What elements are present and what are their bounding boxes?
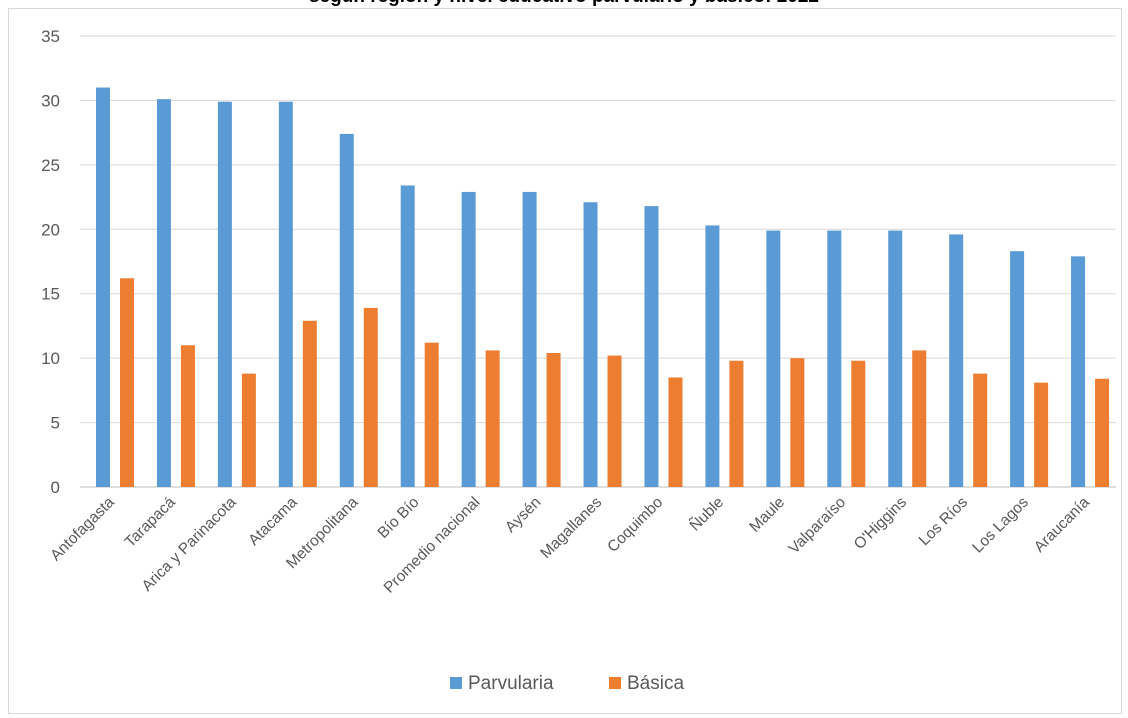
- bar-parvularia: [1071, 256, 1086, 487]
- bar-parvularia: [827, 230, 842, 487]
- bar-parvularia: [766, 230, 781, 487]
- x-tick-label: O'Higgins: [851, 494, 910, 553]
- chart-title: según región y nivel educativo parvulari…: [0, 0, 1128, 8]
- legend-swatch: [450, 677, 462, 689]
- bar-bsica: [424, 342, 439, 487]
- legend-label: Parvularia: [468, 673, 554, 694]
- x-tick-label: Tarapacá: [122, 494, 179, 551]
- bar-parvularia: [278, 101, 293, 488]
- bar-bsica: [485, 350, 500, 487]
- y-tick-label: 20: [41, 220, 60, 239]
- legend: Parvularia Básica: [450, 673, 684, 694]
- bar-bsica: [241, 373, 256, 487]
- y-axis: 0 5 10 15 20 25 30 35: [41, 27, 60, 497]
- bar-bsica: [668, 377, 683, 487]
- bar-bsica: [180, 345, 195, 487]
- bar-parvularia: [461, 191, 476, 487]
- x-tick-label: Atacama: [245, 494, 301, 550]
- x-tick-label: Los Lagos: [969, 494, 1032, 557]
- bar-bsica: [120, 278, 134, 487]
- x-tick-label: Ñuble: [687, 494, 728, 535]
- x-tick-label: Antofagasta: [47, 494, 118, 565]
- y-tick-label: 10: [41, 349, 60, 368]
- bar-bsica: [1095, 378, 1110, 487]
- y-tick-label: 15: [41, 285, 60, 304]
- y-tick-label: 30: [41, 91, 60, 110]
- bar-bsica: [790, 358, 805, 487]
- bar-bsica: [607, 355, 622, 487]
- bar-parvularia: [644, 206, 659, 487]
- x-tick-label: Bío Bío: [375, 494, 423, 542]
- x-tick-label: Los Ríos: [916, 494, 971, 549]
- bar-parvularia: [522, 191, 537, 487]
- bar-parvularia: [217, 101, 232, 488]
- gridlines: [80, 35, 1116, 488]
- legend-swatch: [609, 677, 621, 689]
- bar-parvularia: [949, 234, 964, 487]
- bar-parvularia: [339, 133, 354, 487]
- x-tick-label: Aysén: [502, 494, 544, 536]
- bar-bsica: [729, 360, 744, 487]
- x-tick-label: Araucanía: [1031, 494, 1093, 556]
- y-tick-label: 35: [41, 27, 60, 46]
- bars: [96, 87, 1110, 488]
- x-tick-label: Valparaíso: [786, 494, 850, 558]
- x-tick-label: Coquimbo: [604, 494, 666, 556]
- bar-parvularia: [1010, 251, 1025, 487]
- bar-parvularia: [888, 230, 903, 487]
- bar-bsica: [546, 352, 561, 487]
- bar-bsica: [302, 320, 317, 487]
- bar-bsica: [912, 350, 927, 487]
- bar-parvularia: [705, 225, 720, 488]
- bar-bsica: [851, 360, 866, 487]
- legend-label: Básica: [627, 673, 684, 694]
- bar-parvularia: [400, 185, 415, 487]
- y-tick-label: 5: [51, 414, 60, 433]
- x-tick-label: Magallanes: [537, 494, 605, 562]
- x-tick-label: Maule: [746, 494, 788, 536]
- bar-bsica: [973, 373, 988, 487]
- bar-bsica: [363, 307, 378, 487]
- bar-parvularia: [583, 202, 598, 487]
- bar-bsica: [1034, 382, 1049, 487]
- y-tick-label: 0: [51, 478, 60, 497]
- bar-parvularia: [156, 99, 171, 487]
- y-tick-label: 25: [41, 156, 60, 175]
- bar-parvularia: [96, 87, 110, 488]
